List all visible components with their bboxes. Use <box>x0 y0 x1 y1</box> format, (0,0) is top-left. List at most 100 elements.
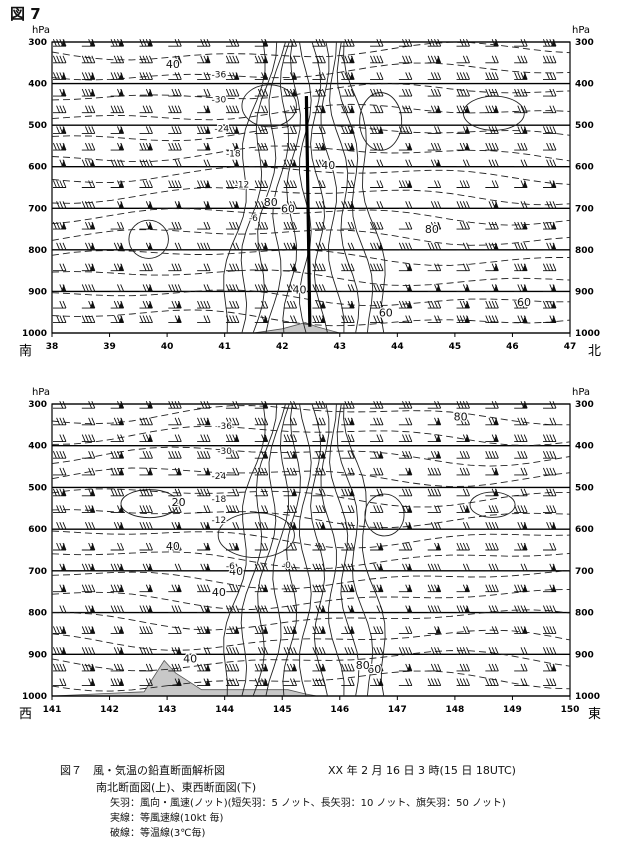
isotherm-line <box>51 467 571 488</box>
wind-barb <box>197 242 211 251</box>
wind-barb-flag <box>435 584 441 592</box>
wind-barb-flag <box>291 626 297 634</box>
wind-barb <box>514 563 528 572</box>
wind-barb-flag <box>118 505 124 513</box>
wind-barb-flag <box>118 401 124 409</box>
wind-barb <box>254 221 269 230</box>
wind-barb <box>283 284 298 292</box>
wind-barb <box>398 417 413 426</box>
wind-barb-flag <box>320 301 326 309</box>
wind-barb <box>456 201 470 209</box>
wind-barb <box>456 88 470 97</box>
wind-barb-flag <box>262 159 268 167</box>
wind-barb <box>139 542 153 551</box>
wind-barb <box>312 126 326 134</box>
wind-barb <box>110 159 125 168</box>
wind-barb <box>168 663 182 672</box>
wind-barb-flag <box>233 143 239 151</box>
wind-barb-flag <box>435 434 441 442</box>
wind-barb-flag <box>551 180 556 188</box>
wind-barb-flag <box>262 584 268 592</box>
isotach-label: 80 <box>425 223 439 236</box>
wind-barb <box>485 221 499 230</box>
wind-barb-flag <box>262 434 268 442</box>
y-tick-label-left: 400 <box>28 80 47 90</box>
wind-barb-flag <box>522 522 528 530</box>
x-tick-label: 44 <box>391 342 404 352</box>
wind-barb <box>543 678 557 687</box>
x-tick-label: 38 <box>46 342 59 352</box>
wind-barb-flag <box>176 55 182 63</box>
isotherm-line <box>51 41 571 61</box>
wind-barb <box>225 105 240 114</box>
wind-barb-flag <box>61 89 66 97</box>
wind-barb <box>53 605 67 614</box>
isotach-label: 60 <box>379 306 393 319</box>
wind-barb-flag <box>435 417 441 425</box>
isotherm-line <box>51 609 571 631</box>
wind-barb <box>168 180 182 188</box>
wind-barb-flag <box>435 55 441 63</box>
wind-barb-flag <box>176 522 182 530</box>
x-tick-label: 41 <box>218 342 231 352</box>
wind-barb-flag <box>118 626 124 634</box>
wind-barb <box>543 88 557 97</box>
wind-barb <box>341 180 355 188</box>
wind-barb-flag <box>176 315 182 323</box>
wind-barb <box>370 647 384 655</box>
wind-barb <box>485 542 499 551</box>
isotach-label: 80 <box>264 196 278 209</box>
wind-barb <box>543 505 557 513</box>
wind-barb-flag <box>262 39 268 47</box>
wind-barb-flag <box>147 467 153 475</box>
y-tick-label-left: 800 <box>28 246 47 256</box>
wind-barb-flag <box>493 467 499 475</box>
y-tick-label-right: 1000 <box>575 692 600 702</box>
wind-barb-flag <box>118 584 124 592</box>
wind-barb-flag <box>551 301 556 309</box>
y-tick-label-right: 700 <box>575 204 594 214</box>
wind-barb <box>197 451 211 459</box>
wind-barb <box>312 88 326 97</box>
wind-barb <box>341 542 355 551</box>
wind-barb <box>197 315 211 324</box>
wind-barb <box>168 542 182 551</box>
wind-barb <box>168 488 182 497</box>
wind-barb <box>139 417 153 426</box>
wind-barb <box>254 605 269 614</box>
wind-barb <box>197 159 211 168</box>
wind-barb-flag <box>61 543 66 550</box>
wind-barb-flag <box>233 626 239 634</box>
isotherm-label: -6 <box>226 562 235 572</box>
isotach-line <box>265 41 290 334</box>
wind-barb <box>225 221 240 230</box>
wind-barb-flag <box>233 201 239 209</box>
isotherm-line <box>51 650 571 672</box>
wind-barb-flag <box>320 105 326 113</box>
isotach-label: 40 <box>292 284 306 297</box>
wind-barb <box>542 451 557 459</box>
wind-barb-flag <box>349 143 355 151</box>
wind-barb <box>370 417 384 426</box>
isotach-label: 40 <box>321 159 335 172</box>
wind-barb-flag <box>320 315 326 323</box>
wind-barb-flag <box>435 451 441 459</box>
wind-barb <box>52 451 67 459</box>
wind-barb <box>283 105 298 114</box>
x-tick-label: 45 <box>449 342 462 352</box>
wind-barb <box>110 434 125 442</box>
caption-title: 図７ 風・気温の鉛直断面解析図 <box>60 764 225 777</box>
wind-barb-flag <box>406 505 412 513</box>
wind-barb-flag <box>147 284 153 292</box>
wind-barb <box>456 55 470 64</box>
isotach-label: 60 <box>367 663 381 676</box>
isotach-label: 40 <box>166 58 180 71</box>
wind-barb-flag <box>233 159 239 167</box>
wind-barb-flag <box>147 563 153 571</box>
wind-barb <box>139 159 153 168</box>
wind-barb-flag <box>378 126 384 134</box>
wind-barb <box>254 284 269 292</box>
wind-barb <box>456 467 470 476</box>
wind-barb <box>543 72 557 80</box>
wind-barb-flag <box>205 105 211 113</box>
